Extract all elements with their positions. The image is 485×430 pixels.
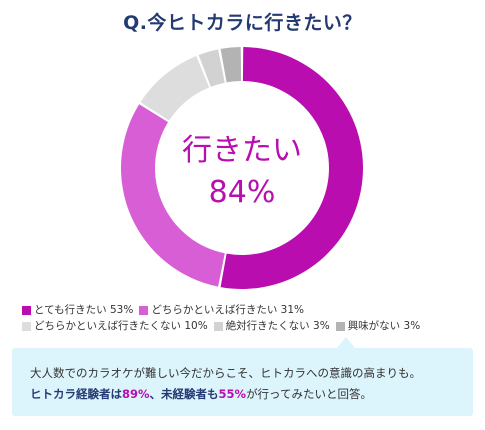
center-label: 行きたい bbox=[182, 133, 302, 168]
legend: とても行きたい 53% どちらかといえば行きたい 31% どちらかといえば行きた… bbox=[22, 302, 472, 334]
slice-no-interest bbox=[220, 47, 242, 83]
legend-row-2: どちらかといえば行きたくない 10% 絶対行きたくない 3% 興味がない 3% bbox=[22, 318, 472, 334]
legend-item-no-interest: 興味がない 3% bbox=[335, 318, 421, 334]
slice-very-want bbox=[220, 47, 363, 289]
legend-swatch bbox=[335, 321, 345, 331]
legend-item-absolutely-not: 絶対行きたくない 3% bbox=[213, 318, 330, 334]
donut-chart: 行きたい 84% bbox=[120, 47, 363, 289]
callout-line-2: ヒトカラ経験者は89%、未経験者も55%が行ってみたいと回答。 bbox=[30, 386, 372, 402]
callout-experienced-label: ヒトカラ経験者は bbox=[30, 387, 122, 401]
legend-label: 興味がない 3% bbox=[347, 320, 421, 332]
legend-item-very-want: とても行きたい 53% bbox=[22, 302, 133, 318]
slice-somewhat-not bbox=[140, 55, 210, 121]
callout-experienced-pct: 89% bbox=[122, 387, 150, 401]
callout-inexperienced-label: 、未経験者も bbox=[149, 387, 219, 401]
legend-swatch bbox=[139, 305, 149, 315]
callout-conclusion: が行ってみたいと回答。 bbox=[246, 387, 372, 401]
legend-item-somewhat-not: どちらかといえば行きたくない 10% bbox=[22, 318, 208, 334]
legend-swatch bbox=[22, 321, 31, 331]
legend-label: 絶対行きたくない 3% bbox=[225, 320, 330, 332]
slice-absolutely-not bbox=[198, 49, 225, 87]
legend-swatch bbox=[22, 305, 31, 315]
legend-row-1: とても行きたい 53% どちらかといえば行きたい 31% bbox=[22, 302, 472, 318]
slice-somewhat-want bbox=[120, 104, 225, 287]
callout-line-1: 大人数でのカラオケが難しい今だからこそ、ヒトカラへの意識の高まりも。 bbox=[30, 366, 421, 380]
callout-box: 大人数でのカラオケが難しい今だからこそ、ヒトカラへの意識の高まりも。 ヒトカラ経… bbox=[12, 348, 473, 416]
legend-label: どちらかといえば行きたくない 10% bbox=[34, 320, 208, 332]
chart-title: Q.今ヒトカラに行きたい？ bbox=[123, 12, 362, 34]
legend-swatch bbox=[213, 321, 223, 331]
callout-tail bbox=[336, 337, 356, 349]
center-value: 84% bbox=[209, 175, 276, 210]
legend-label: とても行きたい 53% bbox=[34, 304, 134, 316]
legend-label: どちらかといえば行きたい 31% bbox=[151, 304, 305, 316]
callout-inexperienced-pct: 55% bbox=[218, 387, 247, 401]
legend-item-somewhat-want: どちらかといえば行きたい 31% bbox=[139, 302, 304, 318]
